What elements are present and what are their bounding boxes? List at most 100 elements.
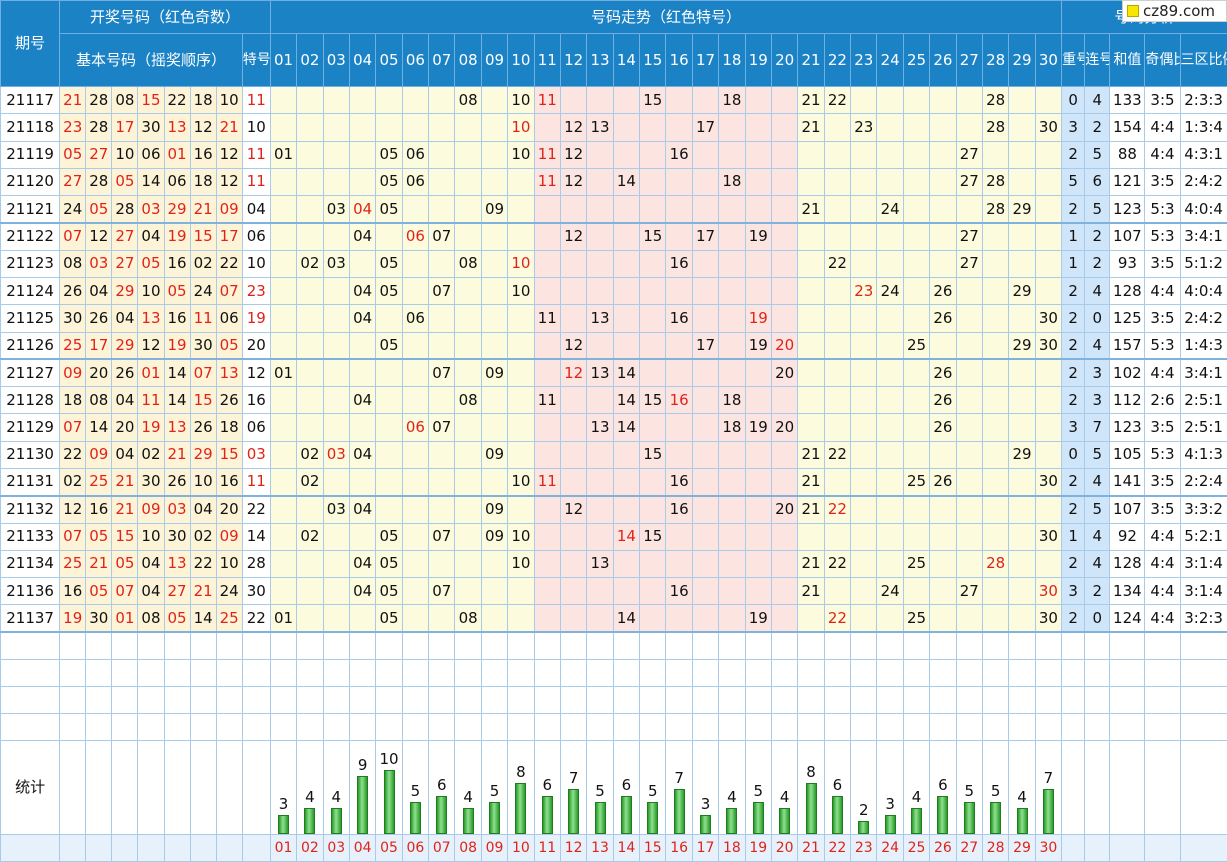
trend-cell-25	[902, 167, 931, 197]
trend-cell-20	[770, 577, 799, 606]
stat-bar	[515, 782, 527, 834]
blank-cell	[691, 685, 720, 714]
blank-cell	[1061, 833, 1086, 862]
blank-cell	[1008, 712, 1036, 741]
basic-number: 27	[111, 249, 139, 278]
number-header-09: 09	[480, 33, 509, 87]
trend-cell-30	[1034, 85, 1063, 115]
stat-bar	[541, 795, 553, 834]
blank-cell	[215, 712, 243, 741]
site-logo[interactable]: cz89.com	[1122, 0, 1227, 22]
stat-bar-wrap: 4	[772, 741, 796, 834]
consecutive-value: 4	[1084, 467, 1111, 497]
period-cell: 21131	[0, 467, 61, 497]
blank-cell	[639, 631, 667, 660]
blank-cell	[1144, 631, 1181, 660]
trend-cell-05	[375, 85, 403, 115]
basic-number: 05	[163, 604, 191, 634]
trend-cell-30	[1034, 222, 1063, 251]
trend-cell-29: 29	[1008, 440, 1036, 469]
trend-cell-23: 23	[850, 276, 878, 306]
basic-number: 17	[85, 331, 113, 361]
basic-number: 21	[189, 195, 217, 224]
trend-cell-02	[296, 386, 324, 415]
trend-cell-27: 27	[955, 222, 983, 251]
trend-cell-02	[296, 549, 324, 579]
number-header-07: 07	[428, 33, 456, 87]
logo-square-icon	[1127, 5, 1139, 17]
trend-cell-19: 19	[744, 604, 772, 634]
trend-cell-07: 07	[428, 577, 456, 606]
trend-cell-11	[533, 577, 561, 606]
blank-cell	[1144, 739, 1181, 835]
trend-cell-02	[296, 113, 324, 142]
trend-cell-07	[428, 549, 456, 579]
draw-row: 21125 30 26 04 13 16 11 06 19 04 06 11 13 16 19 26 30 2 0 1…	[0, 304, 1227, 333]
consecutive-value: 0	[1084, 604, 1111, 634]
basic-number: 09	[85, 440, 113, 469]
trend-cell-04: 04	[348, 276, 377, 306]
trend-cell-03	[322, 140, 350, 169]
odd-even-value: 3:5	[1144, 467, 1181, 497]
trend-cell-17	[691, 85, 720, 115]
trend-cell-06	[401, 440, 430, 469]
stat-cell-01: 3	[269, 739, 298, 835]
trend-cell-01	[269, 195, 298, 224]
trend-cell-14: 14	[612, 386, 641, 415]
blank-cell	[480, 712, 509, 741]
blank-cell	[163, 685, 191, 714]
sum-value: 125	[1109, 304, 1146, 333]
trend-cell-14: 14	[612, 522, 641, 551]
stat-cell-27: 5	[955, 739, 983, 835]
trend-cell-29	[1008, 222, 1036, 251]
stat-bar	[568, 789, 580, 834]
trend-cell-13	[586, 85, 614, 115]
blank-cell	[797, 712, 825, 741]
stat-cell-15: 5	[639, 739, 667, 835]
blank-cell	[215, 833, 243, 862]
trend-cell-26: 26	[929, 358, 957, 388]
trend-cell-15	[639, 467, 667, 497]
number-header-16: 16	[665, 33, 693, 87]
stat-value: 4	[463, 788, 473, 807]
period-cell: 21117	[0, 85, 61, 115]
blank-cell	[1109, 631, 1146, 660]
blank-cell	[241, 739, 271, 835]
stat-cell-14: 6	[612, 739, 641, 835]
trend-cell-20	[770, 440, 799, 469]
number-header-02: 02	[296, 33, 324, 87]
trend-cell-03: 03	[322, 195, 350, 224]
blank-cell	[375, 658, 403, 687]
basic-number: 17	[215, 222, 243, 251]
repeat-value: 3	[1061, 113, 1086, 142]
stat-value: 5	[990, 781, 1001, 800]
special-number: 10	[241, 249, 271, 278]
footer-number-07: 07	[428, 833, 456, 862]
basic-number: 04	[111, 304, 139, 333]
trend-cell-25	[902, 85, 931, 115]
trend-cell-11	[533, 358, 561, 388]
trend-cell-14	[612, 577, 641, 606]
trend-cell-11	[533, 276, 561, 306]
trend-cell-20: 20	[770, 413, 799, 442]
basic-number: 14	[137, 167, 165, 197]
trend-cell-05	[375, 358, 403, 388]
blank-cell	[639, 685, 667, 714]
trend-cell-13	[586, 386, 614, 415]
trend-cell-10: 10	[507, 522, 535, 551]
trend-cell-05: 05	[375, 276, 403, 306]
trend-cell-20	[770, 522, 799, 551]
odd-even-value: 2:6	[1144, 386, 1181, 415]
basic-number: 20	[111, 413, 139, 442]
trend-cell-24: 24	[876, 195, 904, 224]
trend-cell-22: 22	[823, 249, 852, 278]
basic-number: 14	[85, 413, 113, 442]
basic-number: 08	[137, 604, 165, 634]
period-cell: 21128	[0, 386, 61, 415]
blank-cell	[296, 631, 324, 660]
blank-cell	[163, 631, 191, 660]
trend-cell-26	[929, 249, 957, 278]
trend-cell-12: 12	[559, 140, 588, 169]
basic-number: 07	[111, 577, 139, 606]
basic-number: 17	[111, 113, 139, 142]
